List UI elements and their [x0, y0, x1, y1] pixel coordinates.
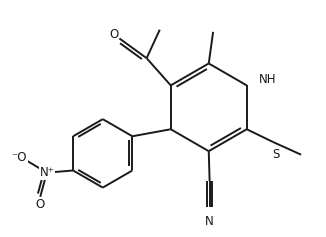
- Text: N: N: [205, 215, 214, 228]
- Text: N⁺: N⁺: [40, 166, 55, 179]
- Text: NH: NH: [259, 73, 276, 86]
- Text: S: S: [272, 148, 279, 161]
- Text: ⁻O: ⁻O: [11, 151, 27, 164]
- Text: O: O: [36, 198, 45, 211]
- Text: O: O: [110, 27, 119, 41]
